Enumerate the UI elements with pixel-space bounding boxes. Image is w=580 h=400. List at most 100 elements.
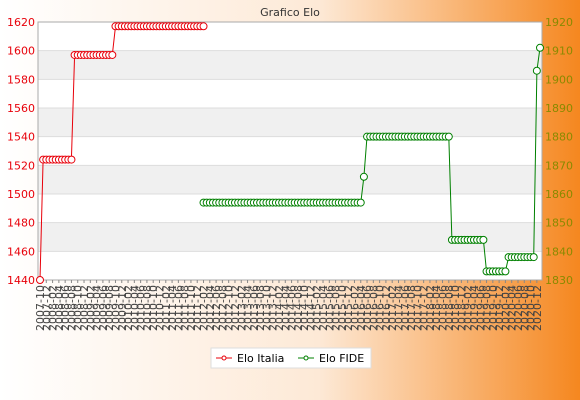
x-tick-label: 2017-10 [411,285,424,331]
x-tick-label: 2017-04 [392,285,405,331]
x-tick-label: 2009-10 [109,285,122,331]
plot-area [38,21,542,281]
x-tick-label: 2010-02 [122,285,135,331]
x-tick-label: 2012-04 [204,285,217,331]
data-point-elo-fide [479,235,488,244]
x-tick-label: 2018-10 [449,285,462,331]
data-point-elo-fide [356,198,365,207]
y-right-tick-label: 1870 [545,159,573,172]
data-point-elo-fide [444,132,453,141]
grid-band [38,194,542,223]
x-tick-label: 2014-06 [286,285,299,331]
x-tick-label: 2011-08 [179,285,192,331]
y-left-tick-label: 1460 [7,245,35,258]
x-tick-label: 2018-02 [424,285,437,331]
x-tick-label: 2007-12 [40,285,53,331]
x-tick-label: 2016-08 [367,285,380,331]
x-tick-label: 2014-02 [273,285,286,331]
x-axis: 2007-102007-122008-022008-042008-062008-… [34,280,544,331]
x-tick-label: 2015-12 [342,285,355,331]
x-tick-label: 2019-04 [468,285,481,331]
x-tick-label: 2012-10 [223,285,236,331]
x-tick-label: 2015-04 [317,285,330,331]
x-tick-label: 2009-06 [97,285,110,331]
y-left-tick-label: 1520 [7,159,35,172]
y-right-tick-label: 1840 [545,245,573,258]
y-right-tick-label: 1850 [545,217,573,230]
y-right-tick-label: 1900 [545,73,573,86]
x-tick-label: 2011-10 [185,285,198,331]
y-left-tick-label: 1620 [7,16,35,29]
data-point-elo-fide [529,253,538,262]
x-tick-label: 2019-08 [481,285,494,331]
x-tick-label: 2016-06 [361,285,374,331]
x-tick-label: 2020-06 [512,285,525,331]
legend-box [210,347,372,369]
legend-label-elo-italia: Elo Italia [237,352,284,365]
data-point-elo-italia [36,276,44,284]
grid-band [38,165,542,194]
x-tick-label: 2011-02 [160,285,173,331]
data-point-elo-fide [536,43,544,52]
x-tick-label: 2010-06 [135,285,148,331]
x-tick-label: 2013-04 [242,285,255,331]
grid-band [38,79,542,108]
x-tick-label: 2007-10 [34,285,47,331]
x-tick-label: 2009-04 [91,285,104,331]
x-tick-label: 2016-04 [355,285,368,331]
x-tick-label: 2008-02 [47,285,60,331]
data-point-elo-fide [501,267,510,276]
grid-band [38,50,542,80]
legend[interactable]: Elo Italia Elo FIDE [210,347,372,369]
y-right-tick-label: 1880 [545,131,573,144]
legend-item-elo-fide[interactable]: Elo FIDE [298,352,364,365]
x-tick-label: 2013-02 [235,285,248,331]
x-tick-label: 2015-10 [336,285,349,331]
data-point-elo-italia [67,155,76,164]
x-tick-label: 2011-06 [172,285,185,331]
grid-band [38,108,542,137]
legend-item-elo-italia[interactable]: Elo Italia [216,352,284,365]
y-right-tick-label: 1920 [545,16,573,29]
x-tick-label: 2017-06 [399,285,412,331]
plot-frame [37,21,543,281]
x-tick-label: 2014-04 [279,285,292,331]
y-axis-left: 1440 1460 1480 1500 1520 1540 1560 1580 1600 1620 [7,16,35,287]
x-tick-label: 2012-08 [216,285,229,331]
x-tick-label: 2015-02 [311,285,324,331]
x-tick-label: 2011-04 [166,285,179,331]
x-tick-label: 2020-12 [531,285,544,331]
x-tick-label: 2009-12 [116,285,129,331]
y-left-tick-label: 1560 [7,102,35,115]
x-tick-label: 2013-06 [248,285,261,331]
x-tick-label: 2008-08 [65,285,78,331]
grid-band [38,136,542,166]
data-point-elo-italia [199,22,208,31]
data-point-elo-italia [108,50,117,59]
chart-title: Grafico Elo [260,6,320,19]
legend-label-elo-fide: Elo FIDE [319,352,364,365]
x-tick-label: 2020-04 [506,285,519,331]
x-tick-label: 2009-02 [84,285,97,331]
grid-band [38,251,542,280]
x-tick-label: 2008-06 [59,285,72,331]
y-left-tick-label: 1500 [7,188,35,201]
series-layer [36,22,544,284]
x-tick-label: 2010-10 [147,285,160,331]
data-point-elo-fide [532,66,541,75]
x-tick-label: 2011-12 [191,285,204,331]
x-tick-label: 2019-02 [462,285,475,331]
y-right-tick-label: 1910 [545,45,573,58]
x-tick-label: 2010-08 [141,285,154,331]
x-tick-label: 2014-10 [298,285,311,331]
x-tick-label: 2019-10 [487,285,500,331]
x-tick-label: 2019-06 [474,285,487,331]
x-tick-label: 2018-04 [430,285,443,331]
legend-marker-elo-fide [303,355,309,361]
x-tick-label: 2014-12 [304,285,317,331]
x-tick-label: 2013-12 [267,285,280,331]
x-tick-label: 2012-02 [198,285,211,331]
legend-marker-elo-italia [221,355,227,361]
x-tick-label: 2020-08 [518,285,531,331]
